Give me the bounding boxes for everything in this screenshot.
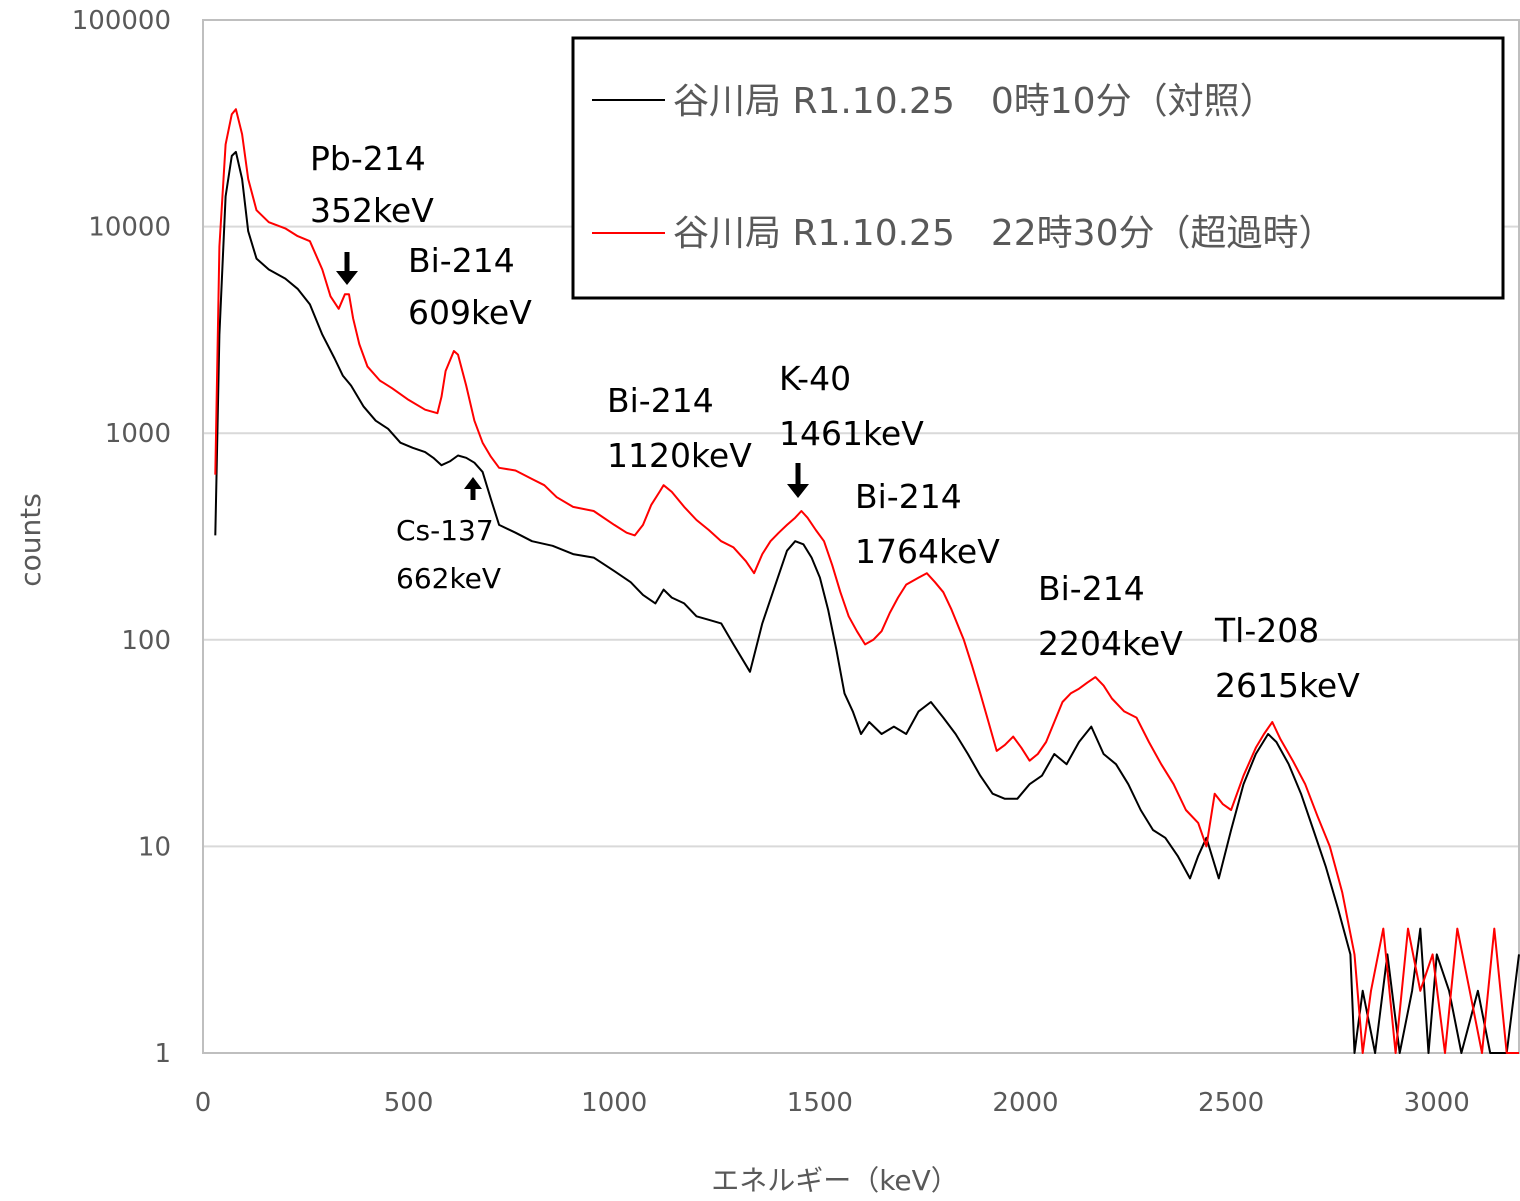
annotation-label: 609keV <box>408 293 532 332</box>
x-tick-label: 1000 <box>581 1088 647 1118</box>
annotation-label: 1461keV <box>779 414 924 453</box>
series-line-control <box>214 150 1520 1054</box>
annotation-label: Bi-214 <box>607 381 714 420</box>
legend: 谷川局 R1.10.25 0時10分（対照） 谷川局 R1.10.25 22時3… <box>571 36 1505 300</box>
annotation-label: K-40 <box>779 359 851 398</box>
peak-annotations: Pb-214 352keV Bi-214 609keV Cs-137 662keV Bi-2… <box>310 139 1360 705</box>
annotation-label: Pb-214 <box>310 139 426 178</box>
legend-box <box>571 36 1505 300</box>
y-tick-label: 1000 <box>105 419 171 449</box>
y-tick-labels: 1 10 100 1000 10000 100000 <box>72 6 171 1069</box>
series-line-exceed <box>214 108 1519 1054</box>
annotation-label: 662keV <box>396 562 501 595</box>
x-axis-title: エネルギー（keV） <box>711 1164 959 1197</box>
x-tick-label: 0 <box>195 1088 212 1118</box>
y-tick-label: 10000 <box>88 213 171 243</box>
annotation-arrow-icon <box>787 463 809 498</box>
x-tick-label: 500 <box>384 1088 434 1118</box>
x-tick-label: 1500 <box>787 1088 853 1118</box>
plot-area <box>202 19 1520 1054</box>
annotation-arrow-icon <box>336 252 358 285</box>
annotation-label: 352keV <box>310 191 434 230</box>
annotation-label: 2204keV <box>1038 624 1183 663</box>
y-axis-title: counts <box>14 493 47 587</box>
annotation-label: 1764keV <box>855 532 1000 571</box>
y-tick-label: 100000 <box>72 6 171 36</box>
x-tick-label: 2000 <box>992 1088 1058 1118</box>
legend-label-control: 谷川局 R1.10.25 0時10分（対照） <box>673 81 1276 122</box>
series-lines <box>214 108 1520 1054</box>
x-tick-label: 2500 <box>1198 1088 1264 1118</box>
legend-label-exceed: 谷川局 R1.10.25 22時30分（超過時） <box>673 213 1334 254</box>
annotation-label: Bi-214 <box>408 241 515 280</box>
y-tick-label: 10 <box>138 832 171 862</box>
x-tick-label: 3000 <box>1404 1088 1470 1118</box>
annotation-label: Cs-137 <box>396 514 494 547</box>
y-tick-label: 1 <box>154 1039 171 1069</box>
annotation-label: 1120keV <box>607 436 752 475</box>
annotation-label: Bi-214 <box>855 477 962 516</box>
annotation-arrow-icon <box>464 477 482 500</box>
annotation-label: Tl-208 <box>1214 611 1319 650</box>
annotation-label: 2615keV <box>1215 666 1360 705</box>
y-tick-label: 100 <box>121 626 171 656</box>
annotation-label: Bi-214 <box>1038 569 1145 608</box>
x-tick-labels: 0 500 1000 1500 2000 2500 3000 <box>195 1088 1470 1118</box>
